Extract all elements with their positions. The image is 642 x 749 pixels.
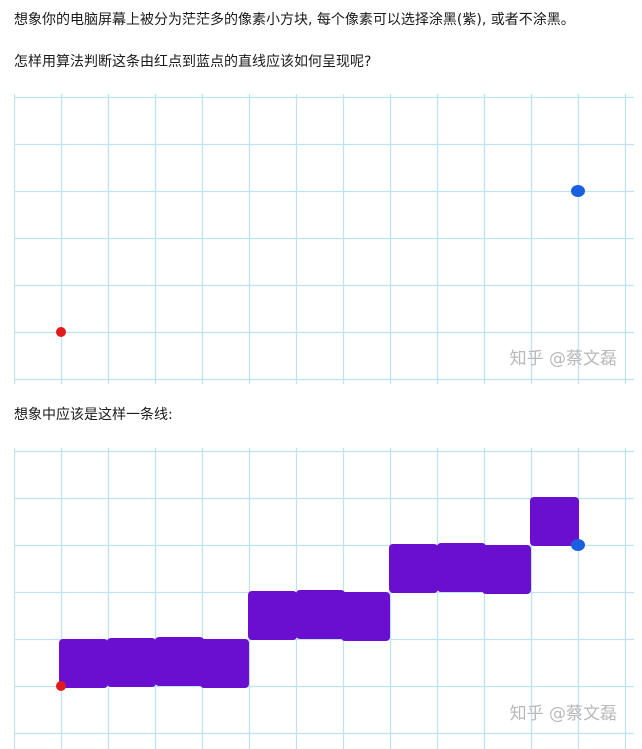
filled-pixel [296,590,345,639]
pixel-grid-figure-1: 知乎 @蔡文磊 [14,94,634,384]
filled-pixel [341,592,390,641]
filled-pixel [248,591,297,640]
paragraph-question: 怎样用算法判断这条由红点到蓝点的直线应该如何呈现呢? [14,54,372,70]
grid-lines [14,448,634,749]
filled-pixel [155,637,204,686]
filled-pixels [59,497,579,688]
grid-lines [14,94,634,384]
paragraph-intro: 想象你的电脑屏幕上被分为茫茫多的像素小方块, 每个像素可以选择涂黑(紫), 或者… [14,12,575,28]
paragraph-ideal-line: 想象中应该是这样一条线: [14,407,173,423]
blue-end-point [571,539,585,551]
endpoints [56,185,585,337]
pixel-grid-canvas: 知乎 @蔡文磊 [14,448,634,749]
filled-pixel [200,639,249,688]
filled-pixel [59,639,108,688]
blue-end-point [571,185,585,197]
red-start-point [56,327,66,337]
watermark: 知乎 @蔡文磊 [510,349,617,369]
red-start-point [56,681,66,691]
filled-pixel [107,638,156,687]
pixel-grid-figure-2: 知乎 @蔡文磊 [14,448,634,749]
endpoints [56,539,585,691]
filled-pixel [530,497,579,546]
filled-pixel [389,544,438,593]
filled-pixel [482,545,531,594]
watermark: 知乎 @蔡文磊 [510,704,617,724]
pixel-grid-canvas: 知乎 @蔡文磊 [14,94,634,384]
filled-pixel [437,543,486,592]
